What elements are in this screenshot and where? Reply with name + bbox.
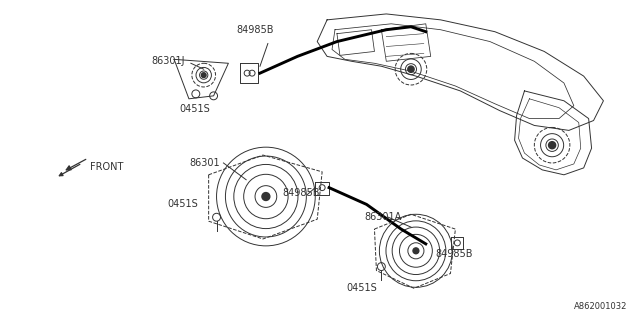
- Circle shape: [413, 248, 419, 254]
- Circle shape: [548, 142, 556, 149]
- Text: 86301: 86301: [189, 158, 220, 168]
- Text: 84985B: 84985B: [283, 188, 320, 197]
- Text: 0451S: 0451S: [167, 199, 198, 209]
- Text: 0451S: 0451S: [179, 104, 210, 114]
- Text: FRONT: FRONT: [90, 162, 124, 172]
- Text: 84985B: 84985B: [236, 25, 274, 35]
- Circle shape: [202, 73, 206, 77]
- Text: 86301J: 86301J: [152, 56, 185, 66]
- Text: 0451S: 0451S: [347, 283, 378, 293]
- Circle shape: [262, 193, 270, 200]
- Text: 84985B: 84985B: [436, 249, 473, 259]
- Circle shape: [408, 66, 414, 72]
- Text: 86301A: 86301A: [365, 212, 402, 222]
- Text: A862001032: A862001032: [574, 301, 627, 311]
